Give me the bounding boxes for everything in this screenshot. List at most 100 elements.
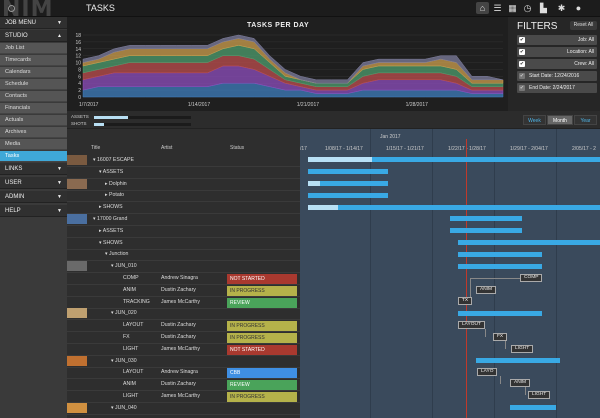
expand-caret-icon[interactable]: ▾ <box>105 251 110 258</box>
gantt-bar[interactable] <box>308 205 600 210</box>
filter-end-date[interactable]: ✔ End Date: 2/24/2017 <box>517 83 597 93</box>
tree-node[interactable]: ▾ JUN_030 <box>111 358 137 364</box>
status-badge[interactable]: REVIEW <box>227 380 297 391</box>
clock-icon[interactable]: ◷ <box>523 3 532 13</box>
collapse-caret-icon[interactable]: ▸ <box>99 227 103 234</box>
gantt-task-anim[interactable]: ANIM <box>510 379 530 387</box>
status-badge[interactable]: CBB <box>227 368 297 379</box>
expand-caret-icon[interactable]: ▾ <box>111 263 116 270</box>
year-view-button[interactable]: Year <box>574 115 597 125</box>
status-badge[interactable]: IN PROGRESS <box>227 321 297 332</box>
reset-all-button[interactable]: Reset All <box>570 21 597 30</box>
gantt-task-layout[interactable]: LAYO <box>477 368 498 376</box>
gantt-task-fx[interactable]: FX <box>493 333 508 341</box>
task-title[interactable]: FX <box>123 334 130 340</box>
tree-node[interactable]: ▸ Potato <box>105 192 124 198</box>
task-title[interactable]: LIGHT <box>123 393 138 399</box>
task-title[interactable]: ANIM <box>123 381 136 387</box>
tree-node[interactable]: ▾ 16007 ESCAPE <box>93 157 134 163</box>
gantt-task-anim[interactable]: ANIM <box>476 286 496 294</box>
expand-caret-icon[interactable]: ▾ <box>111 310 116 317</box>
thumbnail-image[interactable] <box>67 308 87 319</box>
sidebar-item-timecards[interactable]: Timecards <box>0 55 67 66</box>
user-section-toggle[interactable]: USER ▼ <box>0 177 67 189</box>
collapse-caret-icon[interactable]: ▸ <box>105 180 110 187</box>
area-series-5[interactable] <box>82 34 504 84</box>
artist-column-header[interactable]: Artist <box>161 145 173 151</box>
bookmark-icon[interactable]: ▙ <box>540 3 547 13</box>
tree-node[interactable]: ▾ JUN_010 <box>111 263 137 269</box>
nim-logo[interactable]: NIM <box>2 0 54 22</box>
gantt-bar[interactable] <box>458 240 600 245</box>
status-badge[interactable]: IN PROGRESS <box>227 333 297 343</box>
home-icon[interactable]: ⌂ <box>476 2 489 14</box>
thumbnail-image[interactable] <box>67 402 87 413</box>
expand-caret-icon[interactable]: ▾ <box>93 157 98 163</box>
task-title[interactable]: LAYOUT <box>123 322 143 328</box>
gantt-bar[interactable] <box>476 358 560 363</box>
job-menu-toggle[interactable]: JOB MENU ▼ <box>0 17 67 29</box>
thumbnail-image[interactable] <box>67 214 87 224</box>
status-badge[interactable]: IN PROGRESS <box>227 285 297 296</box>
sidebar-item-actuals[interactable]: Actuals <box>0 115 67 126</box>
task-title[interactable]: TRACKING <box>123 299 150 305</box>
sidebar-item-contacts[interactable]: Contacts <box>0 91 67 102</box>
status-column-header[interactable]: Status <box>230 145 245 151</box>
gantt-bar[interactable] <box>308 181 388 186</box>
thumbnail-image[interactable] <box>67 178 87 189</box>
gantt-task-light[interactable]: LIGHT <box>511 345 534 353</box>
checkbox-checked-icon[interactable]: ✔ <box>519 61 525 67</box>
gantt-bar[interactable] <box>458 252 542 257</box>
filter-job[interactable]: ✔ Job: All <box>517 35 597 45</box>
sidebar-item-financials[interactable]: Financials <box>0 103 67 114</box>
tree-node[interactable]: ▾ JUN_040 <box>111 405 137 411</box>
thumbnail-image[interactable] <box>67 261 87 272</box>
collapse-caret-icon[interactable]: ▸ <box>99 204 104 211</box>
tree-node[interactable]: ▸ SHOWS <box>99 204 123 210</box>
task-title[interactable]: ANIM <box>123 287 136 293</box>
expand-caret-icon[interactable]: ▾ <box>93 216 98 222</box>
sidebar-item-job-list[interactable]: Job List <box>0 43 67 54</box>
filter-location[interactable]: ✔ Location: All <box>517 47 597 57</box>
tree-node[interactable]: ▾ 17000 Grand <box>93 216 127 222</box>
sidebar-item-tasks[interactable]: Tasks <box>0 151 67 162</box>
list-icon[interactable]: ☰ <box>493 3 502 13</box>
sidebar-item-media[interactable]: Media <box>0 139 67 150</box>
expand-caret-icon[interactable]: ▾ <box>99 168 103 175</box>
studio-section-toggle[interactable]: STUDIO ▲ <box>0 30 67 42</box>
month-view-button[interactable]: Month <box>547 115 573 125</box>
status-badge[interactable]: NOT STARTED <box>227 344 297 355</box>
checkbox-unchecked-icon[interactable]: ✔ <box>519 73 525 79</box>
sidebar-item-calendars[interactable]: Calendars <box>0 67 67 78</box>
thumbnail-image[interactable] <box>67 355 87 366</box>
status-badge[interactable]: IN PROGRESS <box>227 392 297 402</box>
admin-section-toggle[interactable]: ADMIN ▼ <box>0 191 67 203</box>
gantt-task-tx[interactable]: TX <box>458 297 473 305</box>
title-column-header[interactable]: Title <box>91 145 101 151</box>
week-view-button[interactable]: Week <box>523 115 546 125</box>
gantt-task-comp[interactable]: COMP <box>520 274 543 282</box>
gantt-bar[interactable] <box>450 216 522 221</box>
tree-node[interactable]: ▾ Junction <box>105 251 128 257</box>
expand-caret-icon[interactable]: ▾ <box>99 239 104 246</box>
tree-node[interactable]: ▸ Dolphin <box>105 181 127 187</box>
status-badge[interactable]: NOT STARTED <box>227 274 297 284</box>
expand-caret-icon[interactable]: ▾ <box>111 404 116 411</box>
gear-icon[interactable]: ✱ <box>557 3 566 13</box>
tree-node[interactable]: ▾ ASSETS <box>99 169 123 175</box>
gantt-bar[interactable] <box>458 264 542 269</box>
links-section-toggle[interactable]: LINKS ▼ <box>0 163 67 175</box>
expand-caret-icon[interactable]: ▾ <box>111 357 116 364</box>
task-title[interactable]: LAYOUT <box>123 369 143 375</box>
gantt-bar[interactable] <box>308 157 600 162</box>
tree-node[interactable]: ▸ ASSETS <box>99 228 123 234</box>
tree-node[interactable]: ▾ SHOWS <box>99 240 123 246</box>
gantt-bar[interactable] <box>510 405 556 410</box>
sidebar-item-archives[interactable]: Archives <box>0 127 67 138</box>
status-badge[interactable]: REVIEW <box>227 297 297 308</box>
gantt-bar[interactable] <box>450 228 522 233</box>
filter-start-date[interactable]: ✔ Start Date: 12/24/2016 <box>517 71 597 81</box>
task-title[interactable]: LIGHT <box>123 346 138 352</box>
collapse-caret-icon[interactable]: ▸ <box>105 192 110 199</box>
calendar-icon[interactable]: ▦ <box>508 3 517 13</box>
